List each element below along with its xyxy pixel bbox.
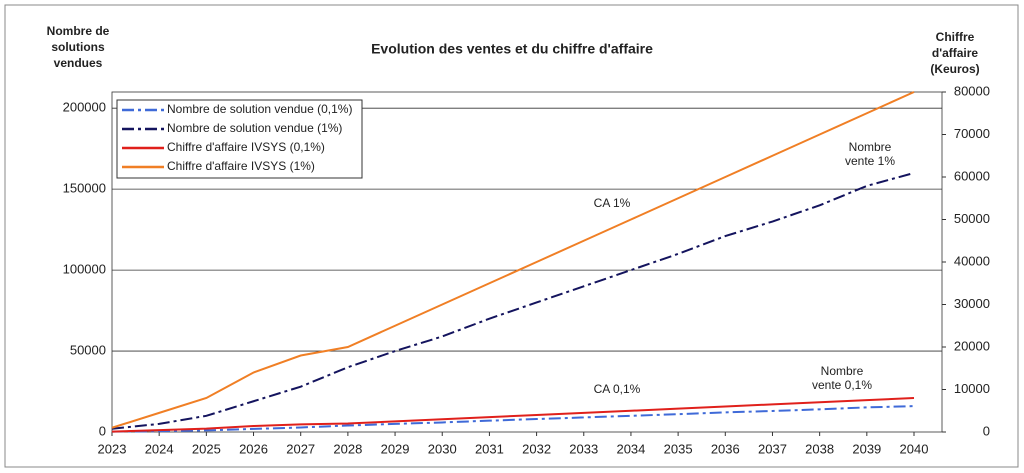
x-tick-label: 2023 bbox=[98, 441, 127, 456]
y2-tick-label: 70000 bbox=[954, 126, 990, 141]
y2-tick-label: 0 bbox=[983, 423, 990, 438]
y-tick-label: 100000 bbox=[63, 262, 106, 277]
y2-axis-label: (Keuros) bbox=[930, 62, 979, 76]
x-tick-label: 2025 bbox=[192, 441, 221, 456]
y2-tick-label: 80000 bbox=[954, 83, 990, 98]
x-tick-label: 2027 bbox=[286, 441, 315, 456]
annotation: Nombre bbox=[821, 364, 864, 378]
x-tick-label: 2037 bbox=[758, 441, 787, 456]
y-tick-label: 0 bbox=[99, 423, 106, 438]
x-tick-label: 2032 bbox=[522, 441, 551, 456]
x-tick-label: 2030 bbox=[428, 441, 457, 456]
y2-tick-label: 10000 bbox=[954, 381, 990, 396]
y-tick-label: 200000 bbox=[63, 100, 106, 115]
series-line bbox=[111, 171, 915, 430]
legend-label: Nombre de solution vendue (1%) bbox=[167, 121, 342, 135]
legend-label: Chiffre d'affaire IVSYS (0,1%) bbox=[167, 140, 325, 154]
y2-tick-label: 30000 bbox=[954, 296, 990, 311]
x-tick-label: 2034 bbox=[616, 441, 645, 456]
y-tick-label: 150000 bbox=[63, 181, 106, 196]
y2-axis-label: Chiffre bbox=[936, 30, 975, 44]
y-axis-label: solutions bbox=[51, 40, 105, 54]
x-tick-label: 2040 bbox=[900, 441, 929, 456]
legend-box bbox=[116, 99, 363, 179]
x-tick-label: 2036 bbox=[711, 441, 740, 456]
x-tick-label: 2029 bbox=[381, 441, 410, 456]
outer-frame bbox=[4, 4, 1019, 468]
x-tick-label: 2039 bbox=[852, 441, 881, 456]
plot-frame bbox=[111, 91, 943, 433]
series-line bbox=[111, 397, 915, 433]
y-tick-label: 50000 bbox=[70, 342, 106, 357]
series-line bbox=[111, 405, 915, 433]
annotation: CA 0,1% bbox=[594, 382, 641, 396]
x-tick-label: 2033 bbox=[569, 441, 598, 456]
chart-title: Evolution des ventes et du chiffre d'aff… bbox=[371, 41, 653, 57]
y2-axis-label: d'affaire bbox=[932, 46, 979, 60]
y2-tick-label: 50000 bbox=[954, 211, 990, 226]
annotation: vente 0,1% bbox=[812, 378, 872, 392]
y2-tick-label: 60000 bbox=[954, 168, 990, 183]
x-tick-label: 2026 bbox=[239, 441, 268, 456]
annotation: CA 1% bbox=[594, 196, 631, 210]
x-tick-label: 2038 bbox=[805, 441, 834, 456]
x-tick-label: 2028 bbox=[333, 441, 362, 456]
y-axis-label: vendues bbox=[54, 56, 103, 70]
x-tick-label: 2035 bbox=[664, 441, 693, 456]
y-axis-label: Nombre de bbox=[47, 24, 110, 38]
annotation: vente 1% bbox=[845, 154, 895, 168]
x-tick-label: 2024 bbox=[145, 441, 174, 456]
annotation: Nombre bbox=[849, 140, 892, 154]
y2-tick-label: 40000 bbox=[954, 253, 990, 268]
legend-label: Chiffre d'affaire IVSYS (1%) bbox=[167, 159, 315, 173]
y2-tick-label: 20000 bbox=[954, 338, 990, 353]
legend-label: Nombre de solution vendue (0,1%) bbox=[167, 102, 352, 116]
series-line bbox=[111, 91, 915, 429]
x-tick-label: 2031 bbox=[475, 441, 504, 456]
